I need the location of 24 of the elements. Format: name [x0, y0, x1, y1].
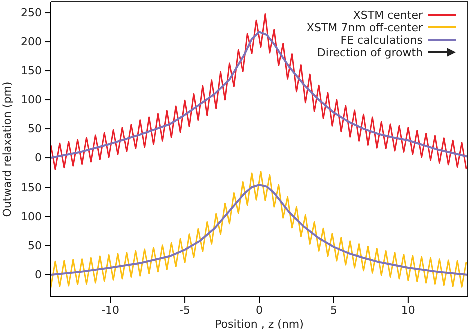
x-tick-label: 0 [256, 304, 263, 317]
x-tick-label: 10 [401, 304, 416, 317]
y-tick-label: 100 [21, 94, 42, 107]
y-tick-label: 250 [21, 6, 42, 20]
y-tick-label: 0 [35, 152, 42, 165]
y-tick-label: 50 [28, 239, 42, 252]
text: XSTM 7nm off-center [306, 22, 423, 34]
y-tick-label: 200 [21, 36, 42, 49]
y-axis-title: Outward relaxation (pm) [1, 82, 14, 218]
y-tick-label: 50 [28, 122, 42, 136]
line-series [50, 31, 469, 160]
y-tick-label: 0 [35, 268, 42, 282]
y-tick-label: 150 [21, 181, 42, 194]
y-tick-label: 100 [21, 210, 42, 224]
annotation: Direction of growth [317, 46, 424, 60]
x-tick-label: 5 [330, 304, 338, 317]
line-series [50, 184, 469, 276]
y-tick-label: 150 [21, 64, 42, 78]
x-tick-label: -10 [102, 304, 120, 317]
x-tick-label: -5 [180, 304, 191, 317]
line-series [50, 171, 468, 288]
x-axis-title: Position , z (nm) [215, 318, 304, 331]
legend-label: XSTM center [353, 9, 424, 22]
legend-label: FE calculations [340, 34, 424, 47]
